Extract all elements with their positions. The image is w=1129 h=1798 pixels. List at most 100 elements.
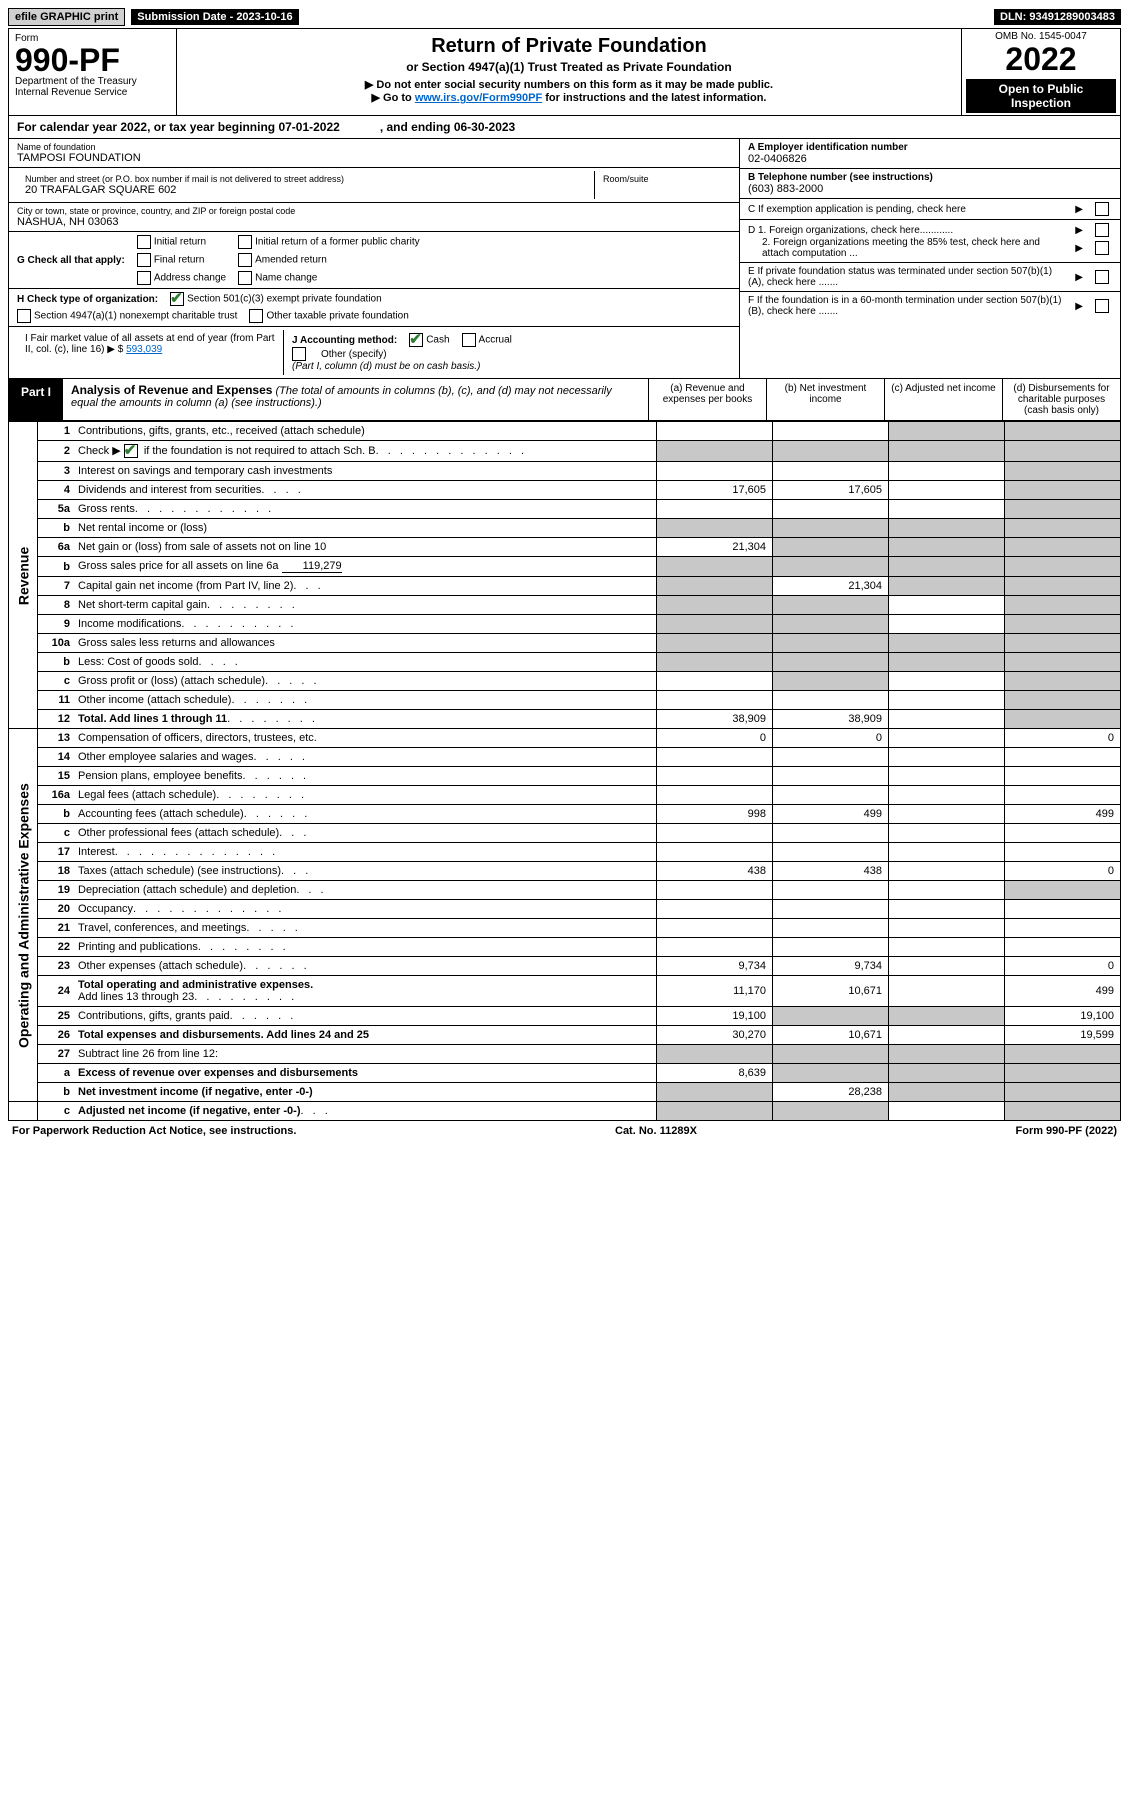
expenses-side-label: Operating and Administrative Expenses xyxy=(9,729,38,1102)
initial-return-label: Initial return xyxy=(154,237,206,248)
line-desc: Legal fees (attach schedule) . . . . . .… xyxy=(74,786,657,805)
line-desc: Total operating and administrative expen… xyxy=(74,976,657,1007)
cal-year-end: , and ending 06-30-2023 xyxy=(380,120,515,134)
line-desc: Adjusted net income (if negative, enter … xyxy=(74,1102,657,1121)
line-num: 14 xyxy=(38,748,75,767)
submission-date: Submission Date - 2023-10-16 xyxy=(131,9,298,25)
initial-return-checkbox[interactable] xyxy=(137,235,151,249)
line-num: b xyxy=(38,1083,75,1102)
line-desc: Net short-term capital gain . . . . . . … xyxy=(74,596,657,615)
address: 20 TRAFALGAR SQUARE 602 xyxy=(25,184,586,196)
line-desc: Accounting fees (attach schedule) . . . … xyxy=(74,805,657,824)
c-exemption-label: C If exemption application is pending, c… xyxy=(748,204,1063,215)
final-return-checkbox[interactable] xyxy=(137,253,151,267)
line-num: b xyxy=(38,519,75,538)
name-change-checkbox[interactable] xyxy=(238,271,252,285)
line-desc: Gross sales price for all assets on line… xyxy=(74,557,657,577)
line-desc: Occupancy . . . . . . . . . . . . . xyxy=(74,900,657,919)
line-num: 11 xyxy=(38,691,75,710)
col-b-header: (b) Net investment income xyxy=(766,379,884,420)
line-desc: Gross sales less returns and allowances xyxy=(74,634,657,653)
dept-treasury: Department of the Treasury xyxy=(15,76,170,87)
e-label: E If private foundation status was termi… xyxy=(748,266,1063,288)
line-desc: Pension plans, employee benefits . . . .… xyxy=(74,767,657,786)
schb-checkbox[interactable] xyxy=(124,444,138,458)
d2-checkbox[interactable] xyxy=(1095,241,1109,255)
line-num: 7 xyxy=(38,577,75,596)
form-title: Return of Private Foundation xyxy=(187,35,951,58)
amt-26d: 19,599 xyxy=(1005,1026,1121,1045)
f-checkbox[interactable] xyxy=(1095,299,1109,313)
h-row: H Check type of organization: Section 50… xyxy=(9,289,739,327)
d1-checkbox[interactable] xyxy=(1095,223,1109,237)
catalog-number: Cat. No. 11289X xyxy=(615,1125,697,1137)
line-num: 9 xyxy=(38,615,75,634)
amt-27b: 28,238 xyxy=(773,1083,889,1102)
line-desc: Total. Add lines 1 through 11 . . . . . … xyxy=(74,710,657,729)
line-num: 1 xyxy=(38,422,75,441)
line-desc: Interest . . . . . . . . . . . . . . xyxy=(74,843,657,862)
line-num: 17 xyxy=(38,843,75,862)
final-return-label: Final return xyxy=(154,255,205,266)
amt-13a: 0 xyxy=(657,729,773,748)
part1-label: Part I xyxy=(9,379,63,420)
e-checkbox[interactable] xyxy=(1095,270,1109,284)
g-label: G Check all that apply: xyxy=(17,255,125,266)
other-specify-label: Other (specify) xyxy=(321,349,387,360)
line-desc: Other expenses (attach schedule) . . . .… xyxy=(74,957,657,976)
initial-former-checkbox[interactable] xyxy=(238,235,252,249)
line-num: 16a xyxy=(38,786,75,805)
amt-4a: 17,605 xyxy=(657,481,773,500)
amt-12b: 38,909 xyxy=(773,710,889,729)
accrual-checkbox[interactable] xyxy=(462,333,476,347)
line-num: c xyxy=(38,824,75,843)
line-num: 2 xyxy=(38,441,75,462)
amended-return-label: Amended return xyxy=(255,255,327,266)
foundation-name: TAMPOSI FOUNDATION xyxy=(17,152,731,164)
line-desc: Gross profit or (loss) (attach schedule)… xyxy=(74,672,657,691)
4947a1-checkbox[interactable] xyxy=(17,309,31,323)
amt-26b: 10,671 xyxy=(773,1026,889,1045)
i-fmv-value[interactable]: 593,039 xyxy=(126,344,162,355)
line-num: b xyxy=(38,805,75,824)
efile-print-button[interactable]: efile GRAPHIC print xyxy=(8,8,125,26)
line-num: 10a xyxy=(38,634,75,653)
line-num: 24 xyxy=(38,976,75,1007)
amt-13b: 0 xyxy=(773,729,889,748)
line-num: 20 xyxy=(38,900,75,919)
line-desc: Net rental income or (loss) xyxy=(74,519,657,538)
line-desc: Printing and publications . . . . . . . … xyxy=(74,938,657,957)
other-specify-checkbox[interactable] xyxy=(292,347,306,361)
line-num: 13 xyxy=(38,729,75,748)
form-number: 990-PF xyxy=(15,44,170,76)
line-desc: Capital gain net income (from Part IV, l… xyxy=(74,577,657,596)
part1-table: Revenue 1Contributions, gifts, grants, e… xyxy=(8,421,1121,1121)
amended-return-checkbox[interactable] xyxy=(238,253,252,267)
c-exemption-checkbox[interactable] xyxy=(1095,202,1109,216)
initial-former-label: Initial return of a former public charit… xyxy=(255,237,420,248)
4947a1-label: Section 4947(a)(1) nonexempt charitable … xyxy=(34,311,237,322)
h-label: H Check type of organization: xyxy=(17,294,158,305)
other-taxable-checkbox[interactable] xyxy=(249,309,263,323)
line-num: 25 xyxy=(38,1007,75,1026)
amt-26a: 30,270 xyxy=(657,1026,773,1045)
amt-18b: 438 xyxy=(773,862,889,881)
dln: DLN: 93491289003483 xyxy=(994,9,1121,25)
line-desc: Contributions, gifts, grants paid . . . … xyxy=(74,1007,657,1026)
line-desc: Total expenses and disbursements. Add li… xyxy=(74,1026,657,1045)
f-label: F If the foundation is in a 60-month ter… xyxy=(748,295,1063,317)
form990pf-link[interactable]: www.irs.gov/Form990PF xyxy=(415,92,542,104)
501c3-checkbox[interactable] xyxy=(170,292,184,306)
part1-header: Part I Analysis of Revenue and Expenses … xyxy=(8,379,1121,421)
line-num: 21 xyxy=(38,919,75,938)
address-change-checkbox[interactable] xyxy=(137,271,151,285)
line-num: 18 xyxy=(38,862,75,881)
j-label: J Accounting method: xyxy=(292,335,397,346)
line-num: 6a xyxy=(38,538,75,557)
accrual-label: Accrual xyxy=(479,335,512,346)
open-to-public: Open to Public Inspection xyxy=(966,79,1116,113)
foundation-name-label: Name of foundation xyxy=(17,142,731,152)
line-desc: Check ▶ if the foundation is not require… xyxy=(74,441,657,462)
cash-checkbox[interactable] xyxy=(409,333,423,347)
room-suite-label: Room/suite xyxy=(603,174,723,184)
